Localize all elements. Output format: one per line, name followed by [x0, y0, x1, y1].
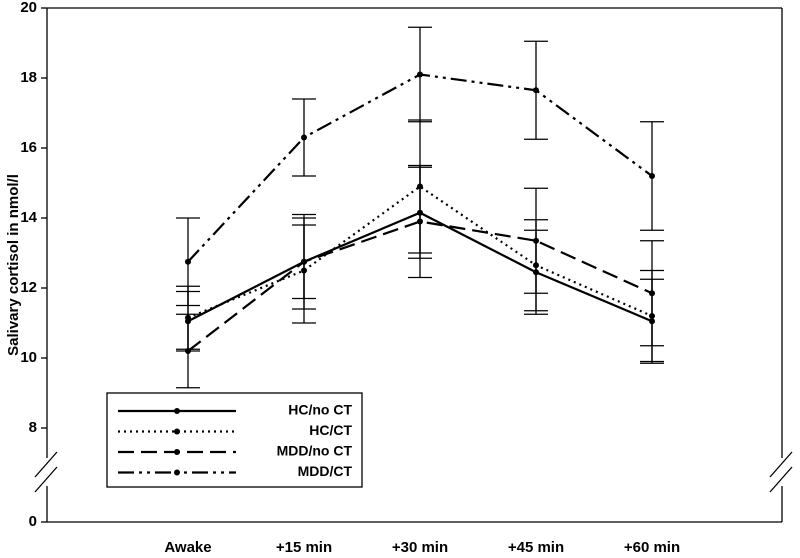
y-tick-label: 8	[29, 419, 37, 436]
legend-marker	[174, 428, 180, 435]
legend-marker	[174, 408, 180, 414]
y-tick-label: 16	[20, 139, 37, 156]
legend-label: MDD/CT	[298, 463, 353, 479]
x-tick-label: +30 min	[392, 539, 448, 556]
legend-box	[106, 392, 363, 488]
data-point	[185, 348, 191, 354]
axis-break	[769, 451, 793, 478]
series-line	[187, 185, 653, 319]
x-tick-label: +15 min	[276, 539, 332, 556]
axis-break	[34, 451, 58, 478]
data-point	[533, 87, 539, 94]
y-tick-label: 10	[20, 349, 37, 366]
y-axis-label: Salivary cortisol in nmol/l	[5, 174, 22, 356]
x-tick-label: +60 min	[624, 539, 680, 556]
y-tick-label: 0	[29, 513, 37, 530]
data-point	[417, 218, 423, 225]
y-tick-label: 18	[20, 69, 37, 86]
axis-break	[34, 466, 58, 493]
legend-marker	[174, 469, 180, 476]
legend-label: HC/CT	[309, 422, 352, 438]
legend-label: HC/no CT	[288, 402, 352, 418]
data-point	[301, 258, 307, 265]
y-tick-label: 12	[20, 279, 37, 296]
x-tick-label: Awake	[164, 539, 211, 556]
data-point	[533, 237, 539, 244]
x-tick-label: +45 min	[508, 539, 564, 556]
series-line	[187, 220, 653, 352]
y-tick-label: 14	[20, 209, 37, 226]
y-tick-label: 20	[20, 0, 37, 16]
data-point	[417, 71, 423, 78]
data-point	[301, 134, 307, 141]
axis-break	[769, 466, 793, 493]
data-point	[185, 258, 191, 265]
legend-label: MDD/no CT	[277, 443, 353, 459]
data-point	[649, 173, 655, 179]
legend-marker	[174, 449, 180, 455]
data-point	[649, 290, 655, 297]
